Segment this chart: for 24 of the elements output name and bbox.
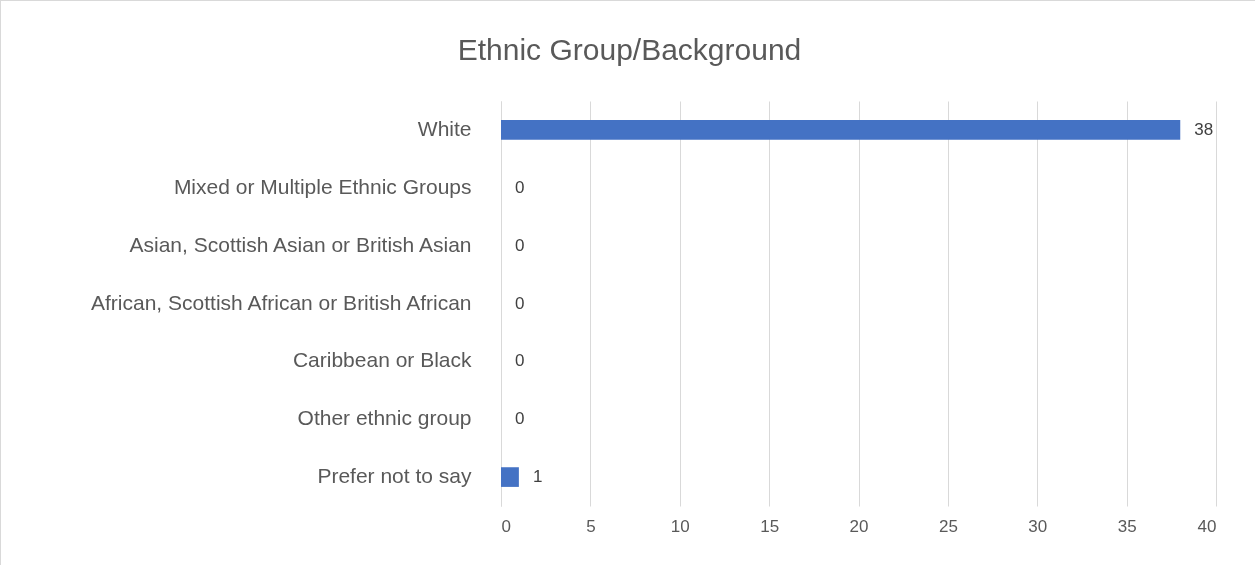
x-tick-label: 35 [1117,516,1137,536]
y-tick-label: Mixed or Multiple Ethnic Groups [173,174,472,198]
data-label: 38 [1194,119,1214,139]
data-label: 0 [515,177,525,197]
x-tick-label: 5 [586,516,596,536]
data-label: 0 [515,351,525,371]
y-tick-label: Prefer not to say [317,464,472,488]
x-tick-label: 25 [938,516,958,536]
y-tick-label: White [417,116,472,140]
x-tick-label: 0 [501,516,511,536]
y-tick-label: Caribbean or Black [292,348,472,372]
data-label: 1 [532,467,543,487]
chart-title: Ethnic Group/Background [457,33,802,66]
data-label: 0 [515,293,525,313]
x-tick-label: 30 [1028,516,1048,536]
x-tick-label: 15 [760,516,780,536]
x-tick-label: 20 [849,516,869,536]
y-tick-label: Asian, Scottish Asian or British Asian [129,232,472,256]
x-tick-label: 40 [1197,516,1217,536]
data-label: 0 [515,235,525,255]
data-label: 0 [515,409,525,429]
y-tick-label: Other ethnic group [297,406,472,430]
y-tick-label: African, Scottish African or British African [91,290,472,314]
x-tick-label: 10 [670,516,690,536]
